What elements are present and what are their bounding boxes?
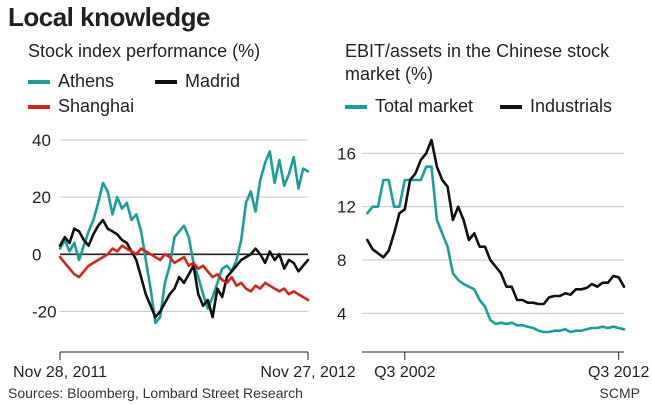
legend-swatch-total-market: [345, 104, 367, 109]
legend-swatch-madrid: [155, 79, 177, 84]
legend-athens: Athens: [28, 71, 114, 92]
credit-note: SCMP: [599, 385, 640, 401]
legend-madrid: Madrid: [155, 71, 240, 92]
right-y-tick-label-1: 8: [337, 251, 346, 270]
left-y-tick-label-3: 40: [32, 131, 51, 150]
right-chart-title: EBIT/assets in the Chinese stock market …: [345, 41, 610, 84]
left-series-line-athens: [58, 150, 310, 325]
right-x-tick-label-1: Q3 2012: [588, 364, 649, 381]
left-x-tick-label-1: Nov 27, 2012: [260, 364, 355, 381]
left-series-line-madrid: [58, 218, 310, 319]
legend-label-industrials: Industrials: [530, 96, 613, 116]
legend-label-madrid: Madrid: [185, 71, 241, 91]
left-series-line-shanghai: [58, 244, 310, 302]
legend-swatch-athens: [28, 79, 50, 84]
right-x-tick-label-0: Q3 2002: [374, 364, 435, 381]
right-series-line-industrials: [365, 138, 626, 306]
legend-label-athens: Athens: [58, 71, 115, 91]
left-chart-title: Stock index performance (%): [28, 41, 261, 61]
legend-industrials: Industrials: [500, 96, 612, 117]
left-y-tick-label-2: 20: [32, 188, 51, 207]
legend-label-total-market: Total market: [375, 96, 474, 116]
left-y-tick-label-0: -20: [32, 302, 57, 321]
left-y-tick-label-1: 0: [32, 245, 41, 264]
left-x-tick-label-0: Nov 28, 2011: [13, 364, 107, 381]
legend-shanghai: Shanghai: [28, 96, 134, 117]
source-note: Sources: Bloomberg, Lombard Street Resea…: [8, 385, 303, 401]
page-title: Local knowledge: [8, 2, 211, 32]
legend-swatch-industrials: [500, 104, 522, 109]
right-y-tick-label-2: 12: [337, 198, 356, 217]
right-y-tick-label-0: 4: [337, 304, 346, 323]
right-series-line-total-market: [365, 165, 626, 334]
legend-total-market: Total market: [345, 96, 473, 117]
right-y-tick-label-3: 16: [337, 144, 356, 163]
legend-swatch-shanghai: [28, 104, 50, 109]
legend-label-shanghai: Shanghai: [58, 96, 135, 116]
